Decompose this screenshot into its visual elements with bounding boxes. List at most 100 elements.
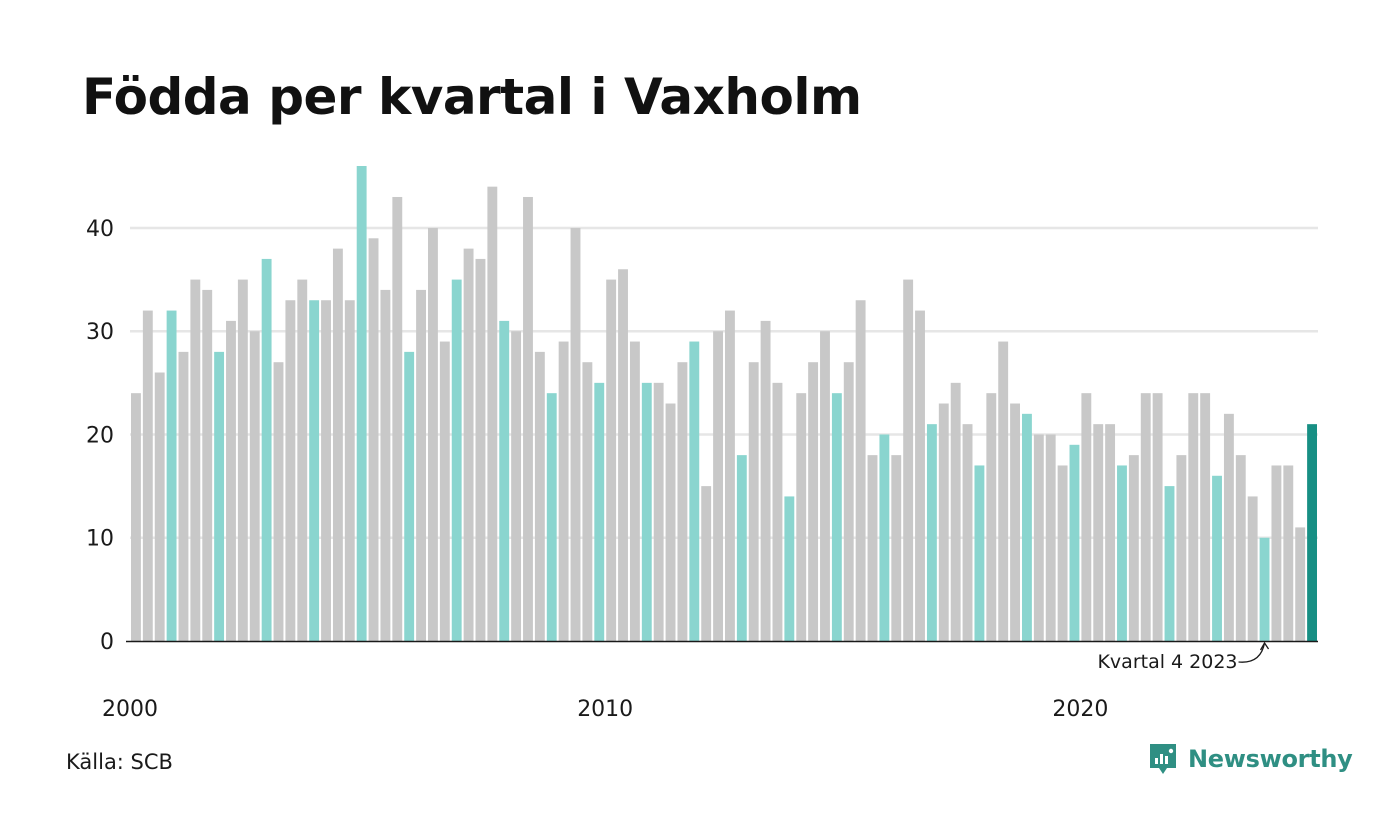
bar <box>1223 413 1234 641</box>
y-tick-label: 40 <box>86 217 114 242</box>
bar <box>1117 465 1127 641</box>
bar <box>428 227 438 641</box>
annotation: Kvartal 4 2023 <box>1097 641 1270 673</box>
bar <box>820 331 830 641</box>
bar <box>1235 455 1246 641</box>
gridlines <box>130 226 1318 539</box>
bar <box>903 279 914 641</box>
bar <box>1128 455 1139 641</box>
y-tick-label: 0 <box>100 630 114 655</box>
bar <box>926 424 937 641</box>
bar <box>915 310 925 641</box>
newsworthy-logo-icon <box>1150 744 1176 774</box>
annotation-arrow <box>1238 642 1266 663</box>
bar <box>534 351 545 641</box>
tick-labels: 0 10 20 30 40 2000 2010 2020 <box>86 217 1108 722</box>
bar <box>748 362 759 641</box>
bar <box>1295 527 1306 641</box>
bar <box>202 289 213 641</box>
bar <box>736 455 747 641</box>
bar <box>142 310 153 641</box>
x-tick-label: 2000 <box>102 697 158 722</box>
bar <box>131 393 141 641</box>
bar <box>998 341 1009 641</box>
bar <box>1164 486 1175 641</box>
bar <box>178 351 189 641</box>
bar <box>558 341 569 641</box>
bar <box>380 289 391 641</box>
bar <box>523 196 533 642</box>
bar <box>570 227 581 641</box>
bar <box>1176 455 1187 641</box>
y-tick-label: 30 <box>86 320 114 345</box>
bar <box>843 362 854 641</box>
bar <box>356 166 367 641</box>
bar <box>665 403 676 641</box>
chart-title: Födda per kvartal i Vaxholm <box>82 68 862 126</box>
bar <box>760 320 771 641</box>
bar <box>1200 393 1211 641</box>
bar <box>1057 465 1068 641</box>
x-tick-label: 2010 <box>577 697 633 722</box>
bar <box>511 331 522 641</box>
bar <box>1069 444 1080 641</box>
bar <box>166 310 177 641</box>
bar <box>677 362 688 641</box>
bar <box>190 279 201 641</box>
bar <box>214 351 225 641</box>
y-tick-label: 10 <box>86 527 114 552</box>
bar <box>701 486 712 641</box>
bar <box>653 382 664 641</box>
bar <box>321 300 331 641</box>
bar <box>226 320 236 641</box>
annotation-label: Kvartal 4 2023 <box>1097 651 1237 673</box>
bar <box>487 186 498 641</box>
bar <box>594 382 605 641</box>
bar <box>772 382 783 641</box>
bar <box>285 300 296 641</box>
bar <box>1010 403 1020 641</box>
brand-name: Newsworthy <box>1188 745 1353 773</box>
bar <box>1081 393 1092 641</box>
bar <box>891 455 902 641</box>
bar <box>404 351 415 641</box>
bar <box>606 279 617 641</box>
bar <box>867 455 878 641</box>
bar <box>1188 393 1199 641</box>
bar <box>1247 496 1258 641</box>
bar <box>784 496 795 641</box>
bar <box>879 434 890 641</box>
bar <box>261 258 272 641</box>
bar <box>416 289 426 641</box>
source-label: Källa: SCB <box>66 750 173 774</box>
bar <box>855 300 866 641</box>
bar <box>582 362 593 641</box>
bar <box>249 331 260 641</box>
bar <box>713 331 723 641</box>
bar <box>1045 434 1056 641</box>
bar <box>629 341 640 641</box>
bar <box>154 372 165 641</box>
bar <box>618 269 628 641</box>
bar <box>796 393 807 641</box>
bar <box>499 320 510 641</box>
bar <box>1033 434 1044 641</box>
x-tick-label: 2020 <box>1052 697 1108 722</box>
bar <box>463 248 474 642</box>
bars <box>131 166 1317 642</box>
bar <box>1212 475 1222 641</box>
annotation-arrowhead <box>1259 641 1270 651</box>
bar <box>831 393 842 641</box>
bar <box>1271 465 1282 641</box>
y-tick-label: 20 <box>86 423 114 448</box>
bar <box>1307 424 1317 641</box>
bar <box>439 341 450 641</box>
bar <box>986 393 997 641</box>
bar <box>1140 393 1151 641</box>
bar <box>332 248 343 642</box>
bar <box>546 393 557 641</box>
bar <box>392 196 403 642</box>
bar-chart: 0 10 20 30 40 2000 2010 2020 Kvartal 4 2023 <box>86 166 1318 722</box>
bar <box>641 382 652 641</box>
bar <box>1152 393 1163 641</box>
